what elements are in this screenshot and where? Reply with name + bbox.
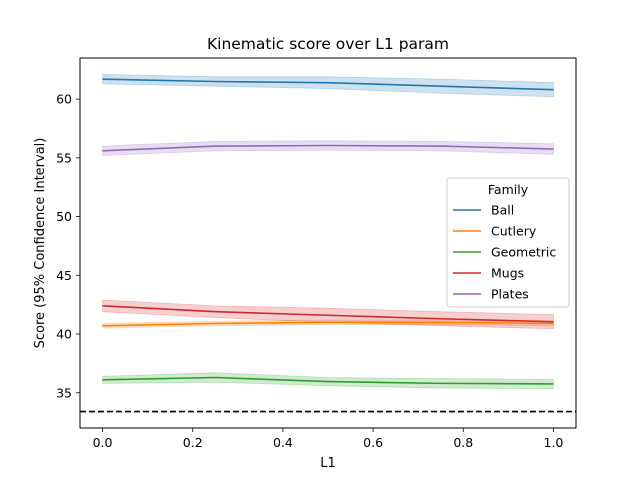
legend-label-mugs: Mugs (491, 266, 524, 281)
line-mugs (102, 305, 554, 323)
legend-label-ball: Ball (491, 203, 514, 218)
x-tick-label: 0.2 (183, 435, 203, 450)
band-geometric (102, 372, 554, 390)
y-tick-label: 45 (56, 268, 72, 283)
y-tick-label: 50 (56, 209, 72, 224)
x-axis: 0.0 0.2 0.4 0.6 0.8 1.0 (93, 428, 564, 450)
chart-title: Kinematic score over L1 param (207, 35, 449, 53)
confidence-bands (102, 74, 554, 390)
x-tick-label: 0.6 (363, 435, 383, 450)
x-axis-label: L1 (320, 456, 336, 471)
y-tick-label: 35 (56, 385, 72, 400)
x-tick-label: 0.8 (453, 435, 473, 450)
legend-label-geometric: Geometric (491, 245, 556, 260)
legend: Family Ball Cutlery Geometric Mugs Plates (446, 177, 570, 308)
series-lines (102, 78, 554, 385)
x-tick-label: 1.0 (544, 435, 564, 450)
line-geometric (102, 376, 554, 385)
y-axis: 35 40 45 50 55 60 (56, 92, 80, 400)
line-ball (102, 78, 554, 91)
band-plates (102, 140, 554, 156)
line-plates (102, 144, 554, 152)
legend-label-cutlery: Cutlery (491, 224, 537, 239)
y-axis-label: Score (95% Confidence Interval) (33, 138, 48, 349)
y-tick-label: 40 (56, 327, 72, 342)
legend-label-plates: Plates (491, 287, 529, 302)
line-cutlery (102, 321, 554, 327)
x-tick-label: 0.4 (273, 435, 293, 450)
y-tick-label: 55 (56, 150, 72, 165)
band-ball (102, 74, 554, 98)
y-tick-label: 60 (56, 92, 72, 107)
plot-frame (79, 57, 577, 429)
legend-title: Family (488, 182, 529, 197)
x-tick-label: 0.0 (93, 435, 113, 450)
